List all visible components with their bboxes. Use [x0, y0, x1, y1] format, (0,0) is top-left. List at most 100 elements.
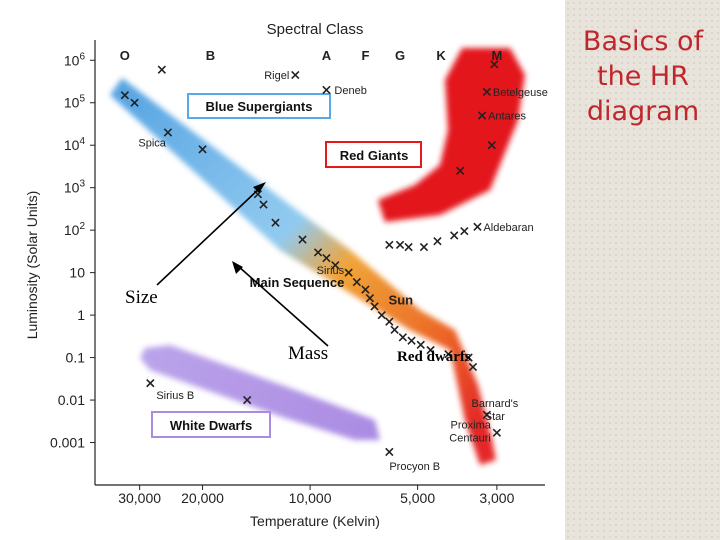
star-marker [322, 85, 331, 95]
star-marker [433, 237, 442, 246]
star-marker [450, 231, 459, 240]
star-marker [259, 200, 268, 209]
star-label-line: Centauri [449, 433, 491, 445]
main-sequence-label: Main Sequence [250, 275, 345, 290]
x-tick-label: 5,000 [400, 490, 435, 506]
star-marker [298, 235, 307, 244]
star-label-line: Star [485, 411, 506, 423]
star-marker [464, 353, 473, 362]
blue-supergiants-label: Blue Supergiants [206, 99, 313, 114]
chart-title: Spectral Class [267, 21, 364, 38]
star-marker [407, 336, 416, 345]
slide-title-line-2: the HR [597, 61, 689, 93]
red-giants-label-box [325, 141, 422, 168]
x-axis-ticks: 30,000 20,000 10,000 5,000 3,000 [118, 485, 515, 506]
red-dwarfs-annotation: Red dwarfs [397, 349, 471, 365]
star-marker [416, 340, 425, 349]
star-marker [271, 218, 280, 227]
star-label: Proxima Centauri [449, 420, 491, 445]
y-tick-label: 104 [64, 136, 86, 153]
star-marker [390, 325, 399, 335]
star-marker [331, 260, 340, 270]
star-marker [198, 145, 207, 154]
y-tick-exponent: 6 [79, 51, 85, 62]
y-tick-label: 1 [77, 307, 85, 323]
mass-annotation: Mass [288, 343, 329, 364]
star-marker [477, 111, 487, 120]
star-marker [395, 240, 405, 250]
star-marker [243, 395, 252, 405]
white-dwarfs-label: White Dwarfs [170, 418, 252, 433]
slide-title-line-1: Basics of [582, 26, 704, 57]
star-label: Deneb [334, 85, 366, 97]
y-tick-label: 105 [64, 94, 86, 111]
main-sequence-band [110, 78, 496, 465]
star-marker [352, 277, 361, 287]
star-marker [370, 302, 379, 311]
star-label-line: Proxima [451, 420, 492, 432]
white-dwarfs-band [140, 345, 380, 440]
spectral-class-label: G [395, 48, 405, 63]
star-marker [444, 350, 453, 359]
star-marker [163, 128, 173, 137]
y-tick-label: 0.001 [50, 435, 85, 451]
star-marker [130, 98, 139, 107]
star-label: Antares [488, 111, 526, 123]
star-marker [482, 410, 492, 419]
y-tick-label: 0.1 [66, 350, 86, 366]
white-dwarfs-label-box [151, 411, 271, 438]
y-tick-label: 103 [64, 179, 86, 196]
x-tick-label: 20,000 [181, 490, 224, 506]
star-marker [385, 240, 394, 250]
x-tick-label: 3,000 [479, 490, 514, 506]
blue-supergiants-label-box [187, 93, 331, 119]
star-marker [398, 333, 408, 342]
y-tick-label: 10 [69, 265, 85, 281]
y-axis-label: Luminosity (Solar Units) [24, 191, 40, 340]
spectral-class-label: O [120, 48, 130, 63]
spectral-class-label: M [491, 48, 502, 63]
star-marker [490, 60, 499, 69]
star-marker [344, 268, 353, 277]
y-tick-exponent: 3 [79, 179, 85, 190]
star-marker [468, 362, 478, 372]
star-marker [146, 378, 155, 388]
size-arrow [156, 185, 263, 286]
slide-title-line-3: diagram [586, 96, 700, 128]
x-tick-label: 30,000 [118, 490, 161, 506]
star-marker [487, 141, 496, 150]
y-tick-label: 106 [64, 51, 86, 68]
star-marker [426, 345, 435, 355]
star-label: Sirius [317, 265, 345, 277]
y-tick-exponent: 4 [79, 136, 85, 147]
red-giants-label: Red Giants [340, 148, 409, 163]
x-tick-label: 10,000 [289, 490, 332, 506]
star-marker [419, 242, 429, 252]
star-label: Procyon B [389, 461, 440, 473]
star-marker [385, 447, 394, 457]
star-marker [460, 226, 469, 236]
spectral-class-label: K [436, 48, 446, 63]
star-label: Spica [138, 137, 166, 149]
star-marker [361, 285, 370, 294]
star-label-line: Barnard's [471, 398, 518, 410]
star-marker [313, 248, 323, 257]
star-marker [120, 91, 130, 100]
star-label: Sirius B [156, 390, 194, 402]
star-marker [404, 242, 413, 252]
star-label: Aldebaran [483, 222, 533, 234]
star-marker [322, 253, 331, 263]
y-tick-exponent: 5 [79, 94, 85, 105]
star-marker [473, 222, 482, 231]
star-marker [456, 166, 465, 175]
star-label: Betelgeuse [493, 87, 548, 99]
side-panel [565, 0, 720, 540]
star-label: Barnard's Star [471, 398, 518, 423]
star-label: Rigel [264, 70, 289, 82]
mass-arrow [237, 265, 329, 347]
spectral-class-label: A [322, 48, 332, 63]
